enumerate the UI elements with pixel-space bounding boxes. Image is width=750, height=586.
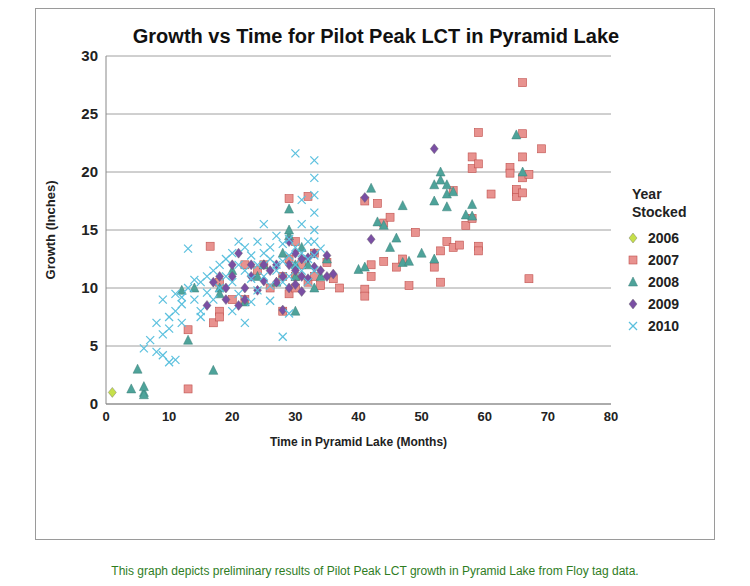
svg-text:10: 10: [162, 409, 176, 424]
svg-text:50: 50: [414, 409, 428, 424]
svg-text:60: 60: [478, 409, 492, 424]
svg-text:0: 0: [102, 409, 109, 424]
svg-text:Growth (Inches): Growth (Inches): [43, 181, 58, 280]
html-text:2008: 2008: [648, 274, 680, 290]
html-text:2006: 2006: [648, 230, 680, 246]
svg-text:70: 70: [541, 409, 555, 424]
html-text:Growth vs Time for Pilot Peak: Growth vs Time for Pilot Peak LCT in Pyr…: [132, 25, 620, 47]
html-text:2007: 2007: [648, 252, 680, 268]
svg-text:25: 25: [81, 105, 98, 122]
svg-text:0: 0: [90, 395, 98, 412]
svg-text:5: 5: [90, 337, 98, 354]
html-text:2010: 2010: [648, 318, 680, 334]
html-text:This graph depicts preliminary: This graph depicts preliminary results o…: [111, 564, 639, 578]
html-text:Year Stocked: Year Stocked: [632, 186, 687, 220]
html-text:2009: 2009: [648, 296, 680, 312]
svg-text:10: 10: [81, 279, 98, 296]
svg-text:30: 30: [288, 409, 302, 424]
svg-text:15: 15: [81, 221, 98, 238]
svg-text:Time in Pyramid Lake (Months): Time in Pyramid Lake (Months): [270, 435, 447, 449]
svg-text:20: 20: [225, 409, 239, 424]
svg-text:30: 30: [81, 47, 98, 64]
svg-text:40: 40: [351, 409, 365, 424]
svg-text:20: 20: [81, 163, 98, 180]
svg-text:80: 80: [604, 409, 618, 424]
